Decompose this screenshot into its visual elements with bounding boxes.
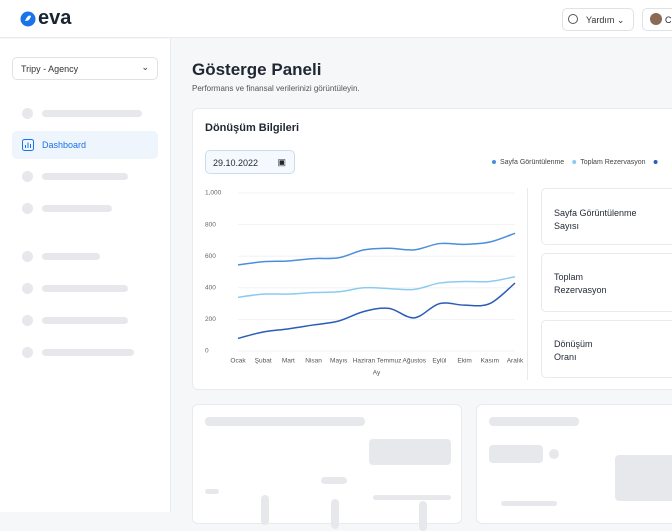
y-tick-label: 800: [205, 221, 216, 228]
legend-label: Sayfa Görüntülenme: [500, 159, 564, 166]
placeholder-card: [192, 404, 462, 531]
x-tick-label: Temmuz: [377, 358, 402, 365]
account-name: Tripy - Agency: [21, 64, 79, 74]
nav-item-active[interactable]: Dashboard: [12, 131, 158, 159]
series-line: [237, 232, 516, 266]
help-button[interactable]: Yardım ⌄: [562, 8, 634, 31]
legend-marker: [492, 160, 496, 164]
chart: 0 200 400 600 800 1,000 Ocak Şubat Mart Nisan Mayı…: [205, 159, 658, 377]
x-tick-label: Haziran: [353, 358, 376, 365]
x-tick-label: Mayıs: [330, 358, 348, 365]
stat-card: Dönüşüm Oranı: [541, 320, 672, 378]
x-tick-label: Eylül: [432, 358, 447, 365]
x-tick-label: Nisan: [305, 358, 322, 365]
logo-icon: [20, 11, 36, 27]
x-tick-label: Aralık: [507, 358, 524, 365]
legend-marker: [572, 160, 577, 164]
stat-label: Dönüşüm Oranı: [554, 339, 593, 362]
page-title: Gösterge Paneli: [192, 60, 322, 79]
series-line: [237, 282, 516, 340]
stat-label: Sayfa Görüntülenme Sayısı: [554, 208, 637, 231]
nav-icon: [22, 139, 34, 151]
stat-card: Sayfa Görüntülenme Sayısı: [541, 188, 672, 245]
date-value: 29.10.2022: [213, 158, 259, 168]
card-title: Dönüşüm Bilgileri: [205, 122, 300, 134]
legend-marker: [653, 160, 658, 164]
x-tick-label: Şubat: [255, 358, 272, 365]
series-line: [237, 276, 516, 299]
x-tick-label: Ocak: [230, 358, 246, 365]
x-axis-title: Ay: [373, 370, 381, 377]
y-tick-label: 1,000: [205, 190, 222, 197]
x-tick-label: Kasım: [481, 358, 499, 365]
y-tick-label: 200: [205, 316, 216, 323]
help-label: Yardım: [586, 15, 615, 25]
x-tick-label: Ekim: [457, 358, 471, 365]
stat-label: Toplam Rezervasyon: [554, 272, 607, 295]
sidebar: Tripy - Agency ⌄ Dashboard: [0, 39, 171, 512]
page-subtitle: Performans ve finansal verilerinizi görü…: [192, 84, 360, 93]
account-select[interactable]: Tripy - Agency ⌄: [12, 57, 158, 80]
legend-label: Toplam Rezervasyon: [580, 159, 645, 166]
y-tick-label: 600: [205, 253, 216, 260]
nav-label: Dashboard: [42, 140, 87, 150]
help-icon: [568, 14, 578, 24]
top-bar: eva Yardım ⌄ C: [0, 0, 672, 38]
placeholder-card: [476, 404, 672, 524]
x-tick-label: Ağustos: [403, 358, 427, 365]
stat-card: Toplam Rezervasyon: [541, 253, 672, 312]
date-input[interactable]: 29.10.2022 ▣: [205, 150, 295, 174]
user-label: C: [665, 15, 672, 25]
avatar: [650, 13, 662, 25]
y-tick-label: 400: [205, 285, 216, 292]
logo-text: eva: [38, 7, 72, 29]
x-tick-label: Mart: [282, 358, 295, 365]
y-tick-label: 0: [205, 348, 209, 355]
divider: [527, 188, 528, 380]
